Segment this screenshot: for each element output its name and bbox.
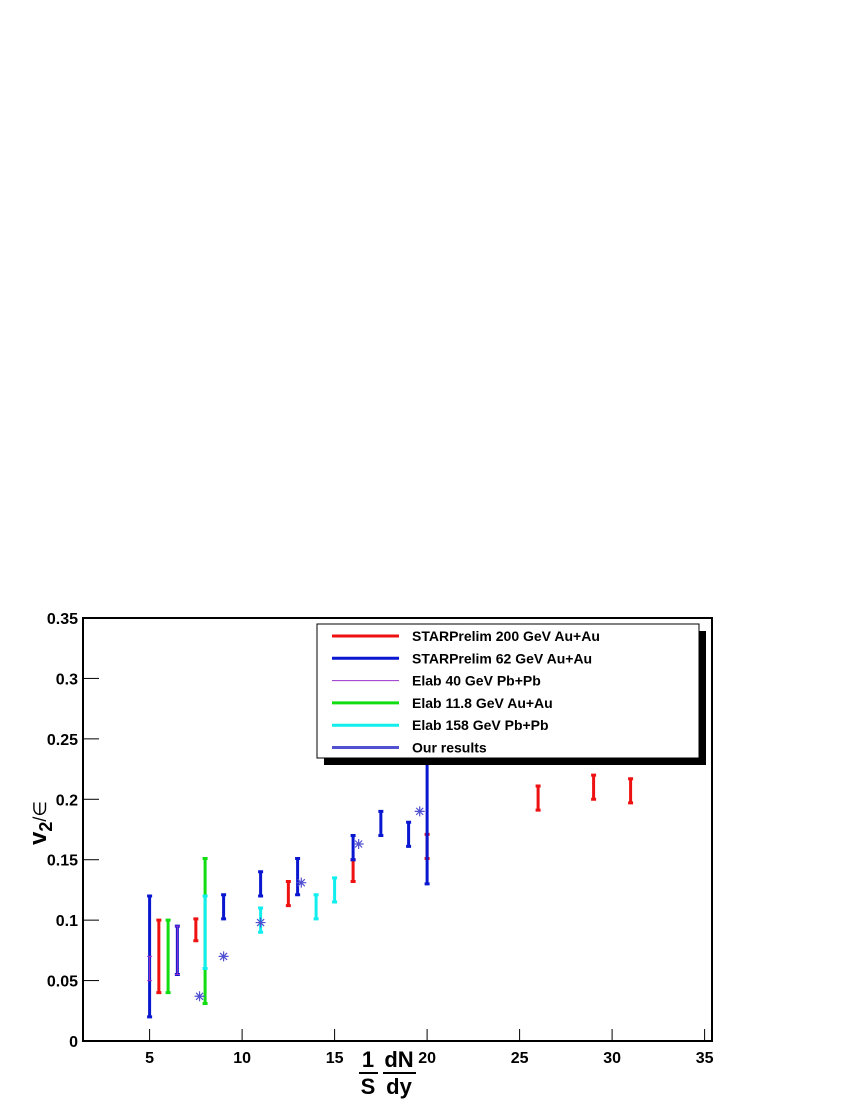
error-bar xyxy=(174,925,180,976)
error-bar xyxy=(295,857,301,897)
error-bar xyxy=(332,876,338,904)
error-bar xyxy=(156,918,162,995)
error-bar xyxy=(350,858,356,883)
x-label-den: S xyxy=(361,1074,376,1099)
x-label-num: 1 xyxy=(362,1047,374,1072)
error-bar xyxy=(193,917,199,943)
y-label-main: v xyxy=(25,831,52,845)
y-tick-label: 0 xyxy=(69,1034,78,1051)
error-bar xyxy=(221,893,227,921)
legend-label: Elab 158 GeV Pb+Pb xyxy=(412,717,549,733)
legend-label: Elab 40 GeV Pb+Pb xyxy=(412,673,541,689)
legend-label: STARPrelim 62 GeV Au+Au xyxy=(412,650,592,666)
error-bar xyxy=(406,820,412,848)
y-tick-label: 0.15 xyxy=(47,853,78,870)
x-label-den: dy xyxy=(386,1074,412,1099)
error-bar xyxy=(285,879,291,908)
marker xyxy=(194,991,205,1002)
marker xyxy=(255,917,266,928)
y-tick-label: 0.1 xyxy=(56,913,78,930)
error-bar xyxy=(147,955,153,982)
y-label-sub: 2 xyxy=(36,822,56,832)
marker xyxy=(414,806,425,817)
y-label: v2/∈ xyxy=(25,801,56,845)
y-tick-label: 0.05 xyxy=(47,974,78,991)
error-bar xyxy=(628,777,634,805)
marker xyxy=(218,951,229,962)
y-label-text: v2/∈ xyxy=(25,801,56,845)
error-bar xyxy=(424,761,430,886)
y-tick-label: 0.35 xyxy=(47,611,78,628)
x-tick-label: 35 xyxy=(696,1050,714,1067)
error-bar xyxy=(591,773,597,801)
error-bar xyxy=(350,834,356,862)
error-bar xyxy=(378,809,384,838)
error-bar xyxy=(165,918,171,995)
error-bar xyxy=(258,870,264,898)
legend-label: Elab 11.8 GeV Au+Au xyxy=(412,695,553,711)
x-tick-label: 10 xyxy=(233,1050,251,1067)
marker xyxy=(353,839,364,850)
x-tick-label: 20 xyxy=(418,1050,436,1067)
x-tick-label: 15 xyxy=(326,1050,344,1067)
plot-frame xyxy=(82,617,713,1042)
marker xyxy=(296,877,307,888)
x-tick-label: 5 xyxy=(145,1050,154,1067)
legend-box xyxy=(316,623,700,759)
error-bar xyxy=(535,784,541,812)
x-label-num: dN xyxy=(384,1047,413,1072)
error-bar xyxy=(202,894,208,970)
legend-label: Our results xyxy=(412,740,487,756)
y-tick-label: 0.25 xyxy=(47,732,78,749)
x-tick-label: 30 xyxy=(603,1050,621,1067)
y-tick-label: 0.3 xyxy=(56,671,78,688)
y-tick-label: 0.2 xyxy=(56,792,78,809)
legend-label: STARPrelim 200 GeV Au+Au xyxy=(412,628,600,644)
x-tick-label: 25 xyxy=(511,1050,529,1067)
error-bar xyxy=(313,893,319,921)
y-label-den: /∈ xyxy=(30,801,50,822)
